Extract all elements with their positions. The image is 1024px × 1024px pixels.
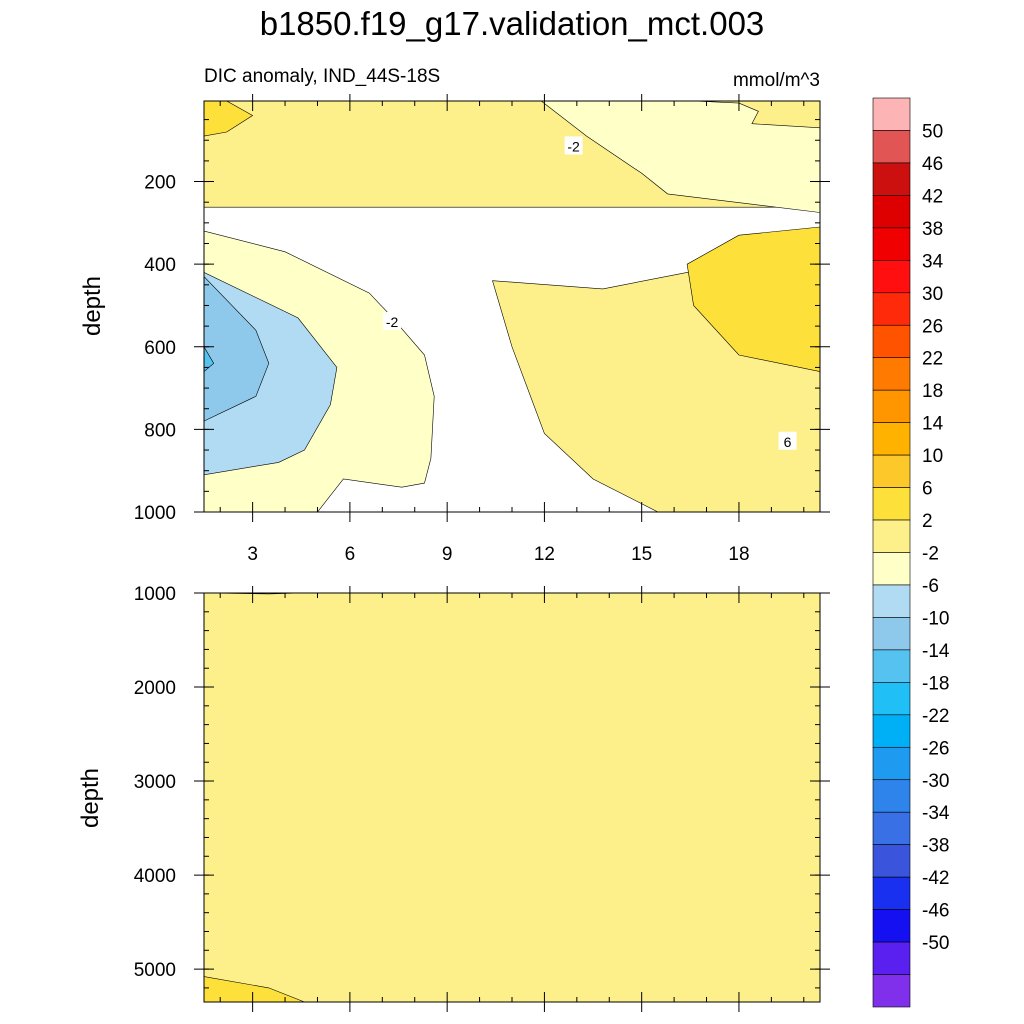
- colorbar-level-label: 38: [922, 219, 943, 240]
- upper-x-tick-label: 9: [442, 544, 453, 565]
- units-label: mmol/m^3: [733, 70, 820, 91]
- colorbar-swatch: [872, 552, 911, 586]
- upper-y-tick-label: 400: [144, 255, 176, 276]
- colorbar-swatch: [872, 844, 911, 878]
- upper-x-tick-label: 18: [728, 544, 749, 565]
- colorbar-level-label: 50: [922, 121, 943, 142]
- lower-contour-region-2: [204, 976, 305, 1002]
- colorbar-level-label: -50: [922, 933, 949, 954]
- colorbar-swatch: [872, 162, 911, 196]
- colorbar-level-label: -22: [922, 706, 949, 727]
- colorbar-swatch: [872, 292, 911, 326]
- colorbar-swatch: [872, 130, 911, 164]
- colorbar: 50 46 42 38 34 30 26 22 18 14 10 6 2 -2 -6 -10 -14 -18 -22…: [872, 97, 950, 1008]
- lower-y-tick-label: 1000: [134, 584, 176, 605]
- colorbar-swatch: [872, 389, 911, 423]
- upper-contour-region-3: [204, 276, 270, 422]
- colorbar-swatch: [872, 260, 911, 294]
- upper-y-tick-label: 1000: [134, 503, 176, 524]
- colorbar-swatch: [872, 746, 911, 781]
- colorbar-swatch: [872, 714, 911, 748]
- colorbar-level-label: -10: [922, 608, 949, 629]
- lower-y-axis-label: depth: [77, 768, 104, 828]
- colorbar-swatch: [872, 227, 911, 261]
- upper-panel: 3 6 9 12 15 18 200 400 600 800 1000 -2 -2 6: [134, 94, 830, 565]
- colorbar-level-label: 26: [922, 316, 943, 337]
- upper-y-tick-label: 200: [144, 173, 176, 194]
- upper-x-tick-label: 12: [534, 544, 555, 565]
- colorbar-level-label: -14: [922, 641, 950, 662]
- colorbar-swatch: [872, 519, 911, 553]
- lower-y-tick-label: 2000: [134, 678, 176, 699]
- upper-y-tick-label: 600: [144, 338, 176, 359]
- colorbar-swatch: [872, 324, 911, 359]
- colorbar-swatch: [872, 97, 911, 131]
- colorbar-swatch: [872, 974, 911, 1008]
- colorbar-swatch: [872, 876, 911, 910]
- colorbar-level-label: -2: [922, 544, 939, 565]
- colorbar-level-label: 14: [922, 414, 944, 435]
- colorbar-level-label: 46: [922, 154, 943, 175]
- colorbar-level-label: 30: [922, 284, 943, 305]
- colorbar-swatch: [872, 682, 911, 716]
- lower-y-tick-label: 5000: [134, 960, 176, 981]
- colorbar-swatch: [872, 422, 911, 456]
- colorbar-swatch: [872, 195, 911, 229]
- colorbar-level-label: 6: [922, 479, 933, 500]
- colorbar-level-label: -34: [922, 803, 950, 824]
- upper-y-axis-label: depth: [79, 276, 106, 336]
- upper-contour-region-6: [686, 226, 820, 372]
- lower-y-tick-label: 3000: [134, 772, 176, 793]
- variable-label: DIC anomaly, IND_44S-18S: [204, 66, 440, 87]
- colorbar-swatch: [872, 487, 911, 521]
- upper-x-tick-label: 15: [631, 544, 652, 565]
- colorbar-swatch: [872, 454, 911, 488]
- colorbar-swatch: [872, 779, 911, 813]
- colorbar-level-label: 18: [922, 381, 943, 402]
- colorbar-swatch: [872, 649, 911, 683]
- upper-contour-label: -2: [386, 314, 399, 330]
- upper-y-tick-label: 800: [144, 420, 176, 441]
- colorbar-swatch: [872, 584, 911, 618]
- colorbar-level-label: -26: [922, 738, 949, 759]
- upper-contour-label: -2: [567, 138, 580, 154]
- upper-contour-label: 6: [784, 434, 792, 450]
- upper-contour-region-7: [540, 101, 820, 213]
- lower-y-tick-label: 4000: [134, 866, 176, 887]
- colorbar-level-label: -38: [922, 836, 949, 857]
- colorbar-level-label: 2: [922, 511, 933, 532]
- lower-panel: 1000 2000 3000 4000 5000: [134, 584, 830, 1012]
- upper-x-tick-label: 6: [345, 544, 356, 565]
- colorbar-level-label: -30: [922, 771, 949, 792]
- colorbar-swatch: [872, 357, 911, 391]
- colorbar-level-label: -46: [922, 901, 949, 922]
- colorbar-level-label: 10: [922, 446, 943, 467]
- upper-contour-region-9: [204, 101, 254, 137]
- colorbar-level-label: 22: [922, 349, 943, 370]
- colorbar-swatch: [872, 909, 911, 943]
- colorbar-level-label: -18: [922, 673, 949, 694]
- colorbar-level-label: 34: [922, 251, 944, 272]
- colorbar-swatch: [872, 811, 911, 845]
- colorbar-level-label: -6: [922, 576, 939, 597]
- colorbar-swatch: [872, 617, 911, 651]
- chart-title: b1850.f19_g17.validation_mct.003: [260, 5, 765, 42]
- colorbar-level-label: -42: [922, 868, 949, 889]
- upper-x-tick-label: 3: [247, 544, 258, 565]
- lower-contour-region-0: [204, 593, 820, 1002]
- colorbar-level-label: 42: [922, 186, 943, 207]
- colorbar-swatch: [872, 941, 911, 975]
